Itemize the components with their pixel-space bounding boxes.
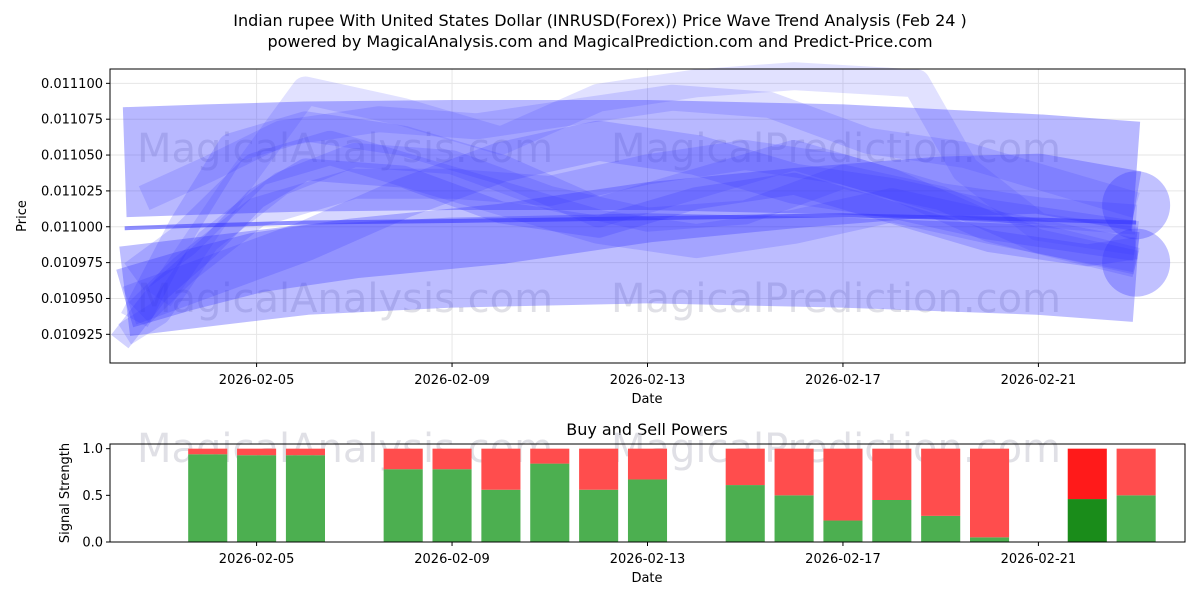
buy-bar bbox=[774, 495, 814, 542]
price-y-tick-label: 0.011100 bbox=[41, 77, 103, 92]
price-waves bbox=[111, 62, 1171, 349]
buy-bar bbox=[921, 515, 961, 542]
sell-bar bbox=[725, 448, 765, 486]
buy-bar bbox=[1067, 499, 1107, 542]
wave-line bbox=[122, 100, 1141, 232]
wave-line bbox=[138, 84, 1140, 218]
watermark-analysis-upper: MagicalAnalysis.com bbox=[137, 126, 553, 172]
signal-title: Buy and Sell Powers bbox=[566, 420, 728, 439]
buy-bar bbox=[383, 469, 423, 542]
sell-bar bbox=[383, 448, 423, 470]
sell-bar bbox=[285, 448, 325, 456]
sell-bar bbox=[872, 448, 912, 500]
price-x-tick-label: 2026-02-21 bbox=[1001, 373, 1077, 388]
wave-line bbox=[124, 213, 1137, 231]
wave-line bbox=[118, 143, 1139, 345]
sell-bar bbox=[188, 448, 228, 455]
price-y-tick-label: 0.010925 bbox=[41, 328, 103, 343]
price-y-tick-label: 0.011025 bbox=[41, 184, 103, 199]
price-x-tick-label: 2026-02-13 bbox=[610, 373, 686, 388]
price-y-tick-label: 0.010950 bbox=[41, 292, 103, 307]
watermark-prediction-lower: MagicalPrediction.com bbox=[611, 276, 1061, 322]
wave-line bbox=[147, 62, 1139, 307]
buy-bar bbox=[725, 485, 765, 542]
wave-line bbox=[116, 153, 1142, 328]
signal-x-tick-label: 2026-02-21 bbox=[1001, 552, 1077, 567]
sell-bar bbox=[237, 448, 277, 456]
buy-bar bbox=[970, 537, 1010, 542]
price-y-tick-label: 0.010975 bbox=[41, 256, 103, 271]
price-x-axis-label: Date bbox=[631, 392, 662, 407]
signal-bars bbox=[188, 448, 1156, 542]
buy-bar bbox=[1116, 495, 1156, 542]
sell-bar bbox=[481, 448, 521, 490]
buy-bar bbox=[823, 520, 863, 542]
sell-bar bbox=[530, 448, 570, 464]
buy-bar bbox=[872, 500, 912, 542]
sell-bar bbox=[432, 448, 472, 470]
sell-bar bbox=[1067, 448, 1107, 500]
sell-bar bbox=[1116, 448, 1156, 496]
price-y-tick-label: 0.011075 bbox=[41, 113, 103, 128]
wave-line bbox=[124, 130, 1140, 291]
price-watermarks: MagicalAnalysis.com MagicalPrediction.co… bbox=[137, 126, 1061, 322]
sell-bar bbox=[579, 448, 619, 490]
price-y-tick-label: 0.011050 bbox=[41, 149, 103, 164]
buy-bar bbox=[237, 455, 277, 542]
price-grid bbox=[110, 69, 1185, 363]
signal-x-tick-label: 2026-02-13 bbox=[610, 552, 686, 567]
buy-bar bbox=[188, 454, 228, 542]
price-x-tick-label: 2026-02-05 bbox=[219, 373, 295, 388]
wave-end-marker bbox=[1102, 171, 1171, 240]
price-y-ticks: 0.011100 0.011075 0.011050 0.011025 0.011000… bbox=[41, 77, 110, 343]
signal-y-tick-label: 1.0 bbox=[82, 442, 103, 457]
signal-y-tick-label: 0.5 bbox=[82, 489, 103, 504]
signal-y-tick-label: 0.0 bbox=[82, 536, 103, 551]
price-x-tick-label: 2026-02-17 bbox=[805, 373, 881, 388]
price-y-tick-label: 0.011000 bbox=[41, 220, 103, 235]
wave-line bbox=[119, 213, 1140, 336]
wave-line bbox=[122, 120, 1140, 325]
wave-line bbox=[128, 140, 1138, 324]
signal-x-tick-label: 2026-02-17 bbox=[805, 552, 881, 567]
chart-title: Indian rupee With United States Dollar (… bbox=[233, 11, 967, 30]
price-y-axis-label: Price bbox=[15, 200, 30, 232]
sell-bar bbox=[774, 448, 814, 496]
watermark-prediction-upper: MagicalPrediction.com bbox=[611, 126, 1061, 172]
sell-bar bbox=[921, 448, 961, 516]
sell-bar bbox=[627, 448, 668, 480]
price-panel: MagicalAnalysis.com MagicalPrediction.co… bbox=[15, 62, 1186, 407]
buy-bar bbox=[579, 489, 619, 542]
sell-bar bbox=[970, 448, 1010, 538]
price-x-tick-label: 2026-02-09 bbox=[414, 373, 490, 388]
watermark-analysis-lower: MagicalAnalysis.com bbox=[137, 276, 553, 322]
signal-y-axis-label: Signal Strength bbox=[58, 443, 73, 543]
signal-x-axis-label: Date bbox=[631, 571, 662, 586]
wave-end-marker bbox=[1102, 228, 1171, 297]
buy-bar bbox=[432, 469, 472, 542]
signal-x-ticks: 2026-02-05 2026-02-09 2026-02-13 2026-02-17… bbox=[219, 542, 1076, 567]
buy-bar bbox=[481, 489, 521, 542]
buy-bar bbox=[285, 455, 325, 542]
signal-panel: Buy and Sell Powers MagicalAnalysis.com … bbox=[58, 420, 1186, 586]
sell-bar bbox=[823, 448, 863, 521]
wave-line bbox=[121, 111, 1140, 327]
buy-bar bbox=[530, 463, 570, 542]
signal-x-tick-label: 2026-02-05 bbox=[219, 552, 295, 567]
signal-y-ticks: 0.0 0.5 1.0 bbox=[82, 442, 110, 551]
chart-subtitle: powered by MagicalAnalysis.com and Magic… bbox=[267, 32, 932, 51]
wave-line bbox=[111, 158, 1138, 349]
signal-x-tick-label: 2026-02-09 bbox=[414, 552, 490, 567]
buy-bar bbox=[627, 479, 668, 542]
price-x-ticks: 2026-02-05 2026-02-09 2026-02-13 2026-02-17… bbox=[219, 363, 1076, 388]
